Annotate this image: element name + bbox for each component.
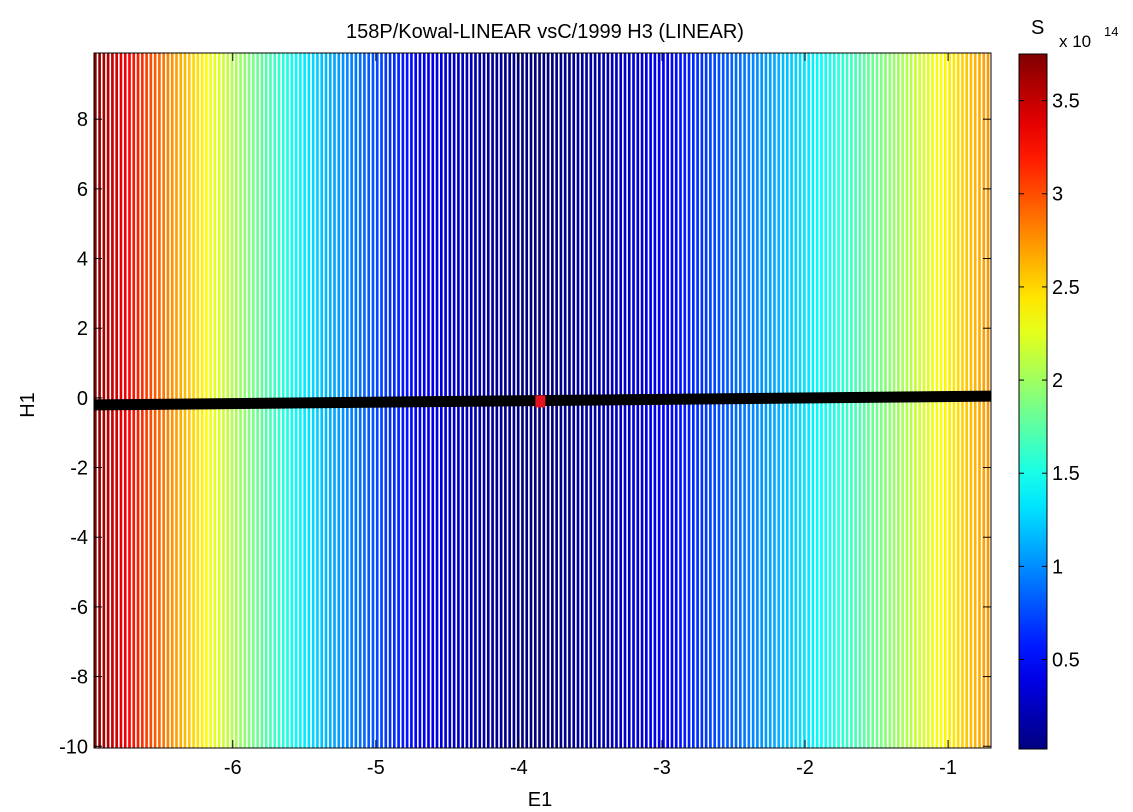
- y-tick-label: 6: [77, 179, 88, 201]
- colorbar-tick-label: 0.5: [1052, 650, 1080, 672]
- plot-frame: [93, 52, 992, 749]
- colorbar-tick-label: 3.5: [1052, 91, 1080, 113]
- x-axis-ticks: -6 -5 -4 -3 -2 -1: [224, 53, 957, 779]
- colorbar-exponent-base: x 10: [1059, 32, 1091, 51]
- x-tick-label: -5: [367, 757, 385, 779]
- y-tick-label: 0: [77, 388, 88, 410]
- y-tick-label: 8: [77, 109, 88, 131]
- colorbar-label: S: [1031, 17, 1044, 39]
- colorbar-tick-label: 1: [1052, 556, 1063, 578]
- chart-title: 158P/Kowal-LINEAR vsC/1999 H3 (LINEAR): [346, 21, 744, 43]
- y-tick-label: 4: [77, 249, 88, 271]
- colorbar-tick-label: 2: [1052, 370, 1063, 392]
- y-tick-label: -2: [70, 458, 88, 480]
- colorbar-ticks: 0.5 1 1.5 2 2.5 3 3.5: [1019, 91, 1080, 672]
- x-tick-label: -3: [653, 757, 671, 779]
- y-tick-label: -6: [70, 597, 88, 619]
- colorbar-tick-label: 3: [1052, 184, 1063, 206]
- y-axis-label: H1: [17, 392, 39, 418]
- y-tick-label: -4: [70, 527, 88, 549]
- x-tick-label: -4: [510, 757, 528, 779]
- colorbar: [1018, 53, 1048, 750]
- x-tick-label: -6: [224, 757, 242, 779]
- y-tick-label: -10: [59, 736, 88, 758]
- x-axis-label: E1: [528, 789, 552, 811]
- marker-point: [535, 395, 546, 408]
- colorbar-tick-label: 2.5: [1052, 277, 1080, 299]
- data-line-layer: [93, 390, 992, 411]
- y-tick-label: -8: [70, 667, 88, 689]
- colorbar-exponent: 14: [1104, 24, 1118, 39]
- x-tick-label: -1: [939, 757, 957, 779]
- x-tick-label: -2: [796, 757, 814, 779]
- colorbar-tick-label: 1.5: [1052, 463, 1080, 485]
- y-axis-ticks: 8 6 4 2 0 -2 -4 -6 -8 -10: [59, 109, 991, 758]
- y-tick-label: 2: [77, 318, 88, 340]
